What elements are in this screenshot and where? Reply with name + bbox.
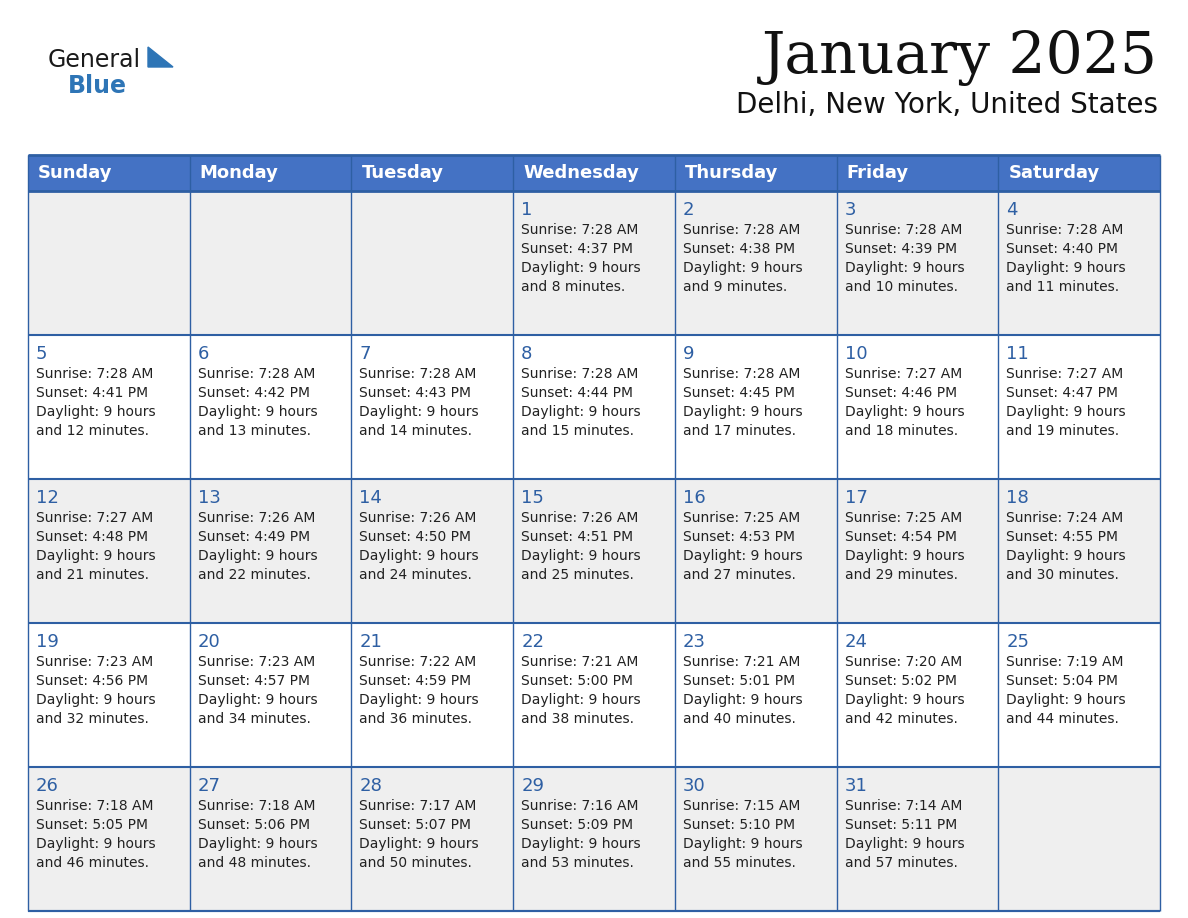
Text: 23: 23 — [683, 633, 706, 651]
Text: Sunrise: 7:20 AM
Sunset: 5:02 PM
Daylight: 9 hours
and 42 minutes.: Sunrise: 7:20 AM Sunset: 5:02 PM Dayligh… — [845, 655, 965, 726]
Text: Sunrise: 7:27 AM
Sunset: 4:48 PM
Daylight: 9 hours
and 21 minutes.: Sunrise: 7:27 AM Sunset: 4:48 PM Dayligh… — [36, 511, 156, 582]
Text: Sunrise: 7:25 AM
Sunset: 4:54 PM
Daylight: 9 hours
and 29 minutes.: Sunrise: 7:25 AM Sunset: 4:54 PM Dayligh… — [845, 511, 965, 582]
Text: 28: 28 — [360, 777, 383, 795]
Text: 30: 30 — [683, 777, 706, 795]
Text: Sunrise: 7:28 AM
Sunset: 4:43 PM
Daylight: 9 hours
and 14 minutes.: Sunrise: 7:28 AM Sunset: 4:43 PM Dayligh… — [360, 367, 479, 438]
Text: Sunrise: 7:24 AM
Sunset: 4:55 PM
Daylight: 9 hours
and 30 minutes.: Sunrise: 7:24 AM Sunset: 4:55 PM Dayligh… — [1006, 511, 1126, 582]
Text: Sunrise: 7:16 AM
Sunset: 5:09 PM
Daylight: 9 hours
and 53 minutes.: Sunrise: 7:16 AM Sunset: 5:09 PM Dayligh… — [522, 799, 640, 870]
Text: 15: 15 — [522, 489, 544, 507]
Text: 19: 19 — [36, 633, 59, 651]
Text: 25: 25 — [1006, 633, 1029, 651]
Bar — [29, 191, 1159, 335]
Text: Sunrise: 7:17 AM
Sunset: 5:07 PM
Daylight: 9 hours
and 50 minutes.: Sunrise: 7:17 AM Sunset: 5:07 PM Dayligh… — [360, 799, 479, 870]
Text: Sunrise: 7:19 AM
Sunset: 5:04 PM
Daylight: 9 hours
and 44 minutes.: Sunrise: 7:19 AM Sunset: 5:04 PM Dayligh… — [1006, 655, 1126, 726]
Text: Blue: Blue — [68, 74, 127, 98]
Text: Sunrise: 7:23 AM
Sunset: 4:56 PM
Daylight: 9 hours
and 32 minutes.: Sunrise: 7:23 AM Sunset: 4:56 PM Dayligh… — [36, 655, 156, 726]
Text: Thursday: Thursday — [684, 164, 778, 182]
Text: Sunrise: 7:28 AM
Sunset: 4:38 PM
Daylight: 9 hours
and 9 minutes.: Sunrise: 7:28 AM Sunset: 4:38 PM Dayligh… — [683, 223, 802, 294]
Text: Sunrise: 7:28 AM
Sunset: 4:44 PM
Daylight: 9 hours
and 15 minutes.: Sunrise: 7:28 AM Sunset: 4:44 PM Dayligh… — [522, 367, 640, 438]
Text: 4: 4 — [1006, 201, 1018, 219]
Text: Sunrise: 7:28 AM
Sunset: 4:42 PM
Daylight: 9 hours
and 13 minutes.: Sunrise: 7:28 AM Sunset: 4:42 PM Dayligh… — [197, 367, 317, 438]
Text: 3: 3 — [845, 201, 857, 219]
Text: Tuesday: Tuesday — [361, 164, 443, 182]
Text: 14: 14 — [360, 489, 383, 507]
Text: 9: 9 — [683, 345, 694, 363]
Text: Sunrise: 7:14 AM
Sunset: 5:11 PM
Daylight: 9 hours
and 57 minutes.: Sunrise: 7:14 AM Sunset: 5:11 PM Dayligh… — [845, 799, 965, 870]
Text: Sunrise: 7:21 AM
Sunset: 5:01 PM
Daylight: 9 hours
and 40 minutes.: Sunrise: 7:21 AM Sunset: 5:01 PM Dayligh… — [683, 655, 802, 726]
Text: 10: 10 — [845, 345, 867, 363]
Text: Sunrise: 7:28 AM
Sunset: 4:41 PM
Daylight: 9 hours
and 12 minutes.: Sunrise: 7:28 AM Sunset: 4:41 PM Dayligh… — [36, 367, 156, 438]
Bar — [29, 479, 1159, 623]
Text: Sunrise: 7:26 AM
Sunset: 4:49 PM
Daylight: 9 hours
and 22 minutes.: Sunrise: 7:26 AM Sunset: 4:49 PM Dayligh… — [197, 511, 317, 582]
Text: Sunrise: 7:26 AM
Sunset: 4:50 PM
Daylight: 9 hours
and 24 minutes.: Sunrise: 7:26 AM Sunset: 4:50 PM Dayligh… — [360, 511, 479, 582]
Text: General: General — [48, 48, 141, 72]
Text: Sunday: Sunday — [38, 164, 113, 182]
Text: Delhi, New York, United States: Delhi, New York, United States — [737, 91, 1158, 119]
Text: 11: 11 — [1006, 345, 1029, 363]
Text: 29: 29 — [522, 777, 544, 795]
Text: 1: 1 — [522, 201, 532, 219]
Text: 8: 8 — [522, 345, 532, 363]
Text: 6: 6 — [197, 345, 209, 363]
Text: Sunrise: 7:28 AM
Sunset: 4:45 PM
Daylight: 9 hours
and 17 minutes.: Sunrise: 7:28 AM Sunset: 4:45 PM Dayligh… — [683, 367, 802, 438]
Text: 18: 18 — [1006, 489, 1029, 507]
Text: Sunrise: 7:26 AM
Sunset: 4:51 PM
Daylight: 9 hours
and 25 minutes.: Sunrise: 7:26 AM Sunset: 4:51 PM Dayligh… — [522, 511, 640, 582]
Text: 12: 12 — [36, 489, 59, 507]
Text: 5: 5 — [36, 345, 48, 363]
Text: Sunrise: 7:21 AM
Sunset: 5:00 PM
Daylight: 9 hours
and 38 minutes.: Sunrise: 7:21 AM Sunset: 5:00 PM Dayligh… — [522, 655, 640, 726]
Text: Sunrise: 7:18 AM
Sunset: 5:05 PM
Daylight: 9 hours
and 46 minutes.: Sunrise: 7:18 AM Sunset: 5:05 PM Dayligh… — [36, 799, 156, 870]
Text: Sunrise: 7:22 AM
Sunset: 4:59 PM
Daylight: 9 hours
and 36 minutes.: Sunrise: 7:22 AM Sunset: 4:59 PM Dayligh… — [360, 655, 479, 726]
Text: 21: 21 — [360, 633, 383, 651]
Text: 2: 2 — [683, 201, 694, 219]
Text: Sunrise: 7:28 AM
Sunset: 4:39 PM
Daylight: 9 hours
and 10 minutes.: Sunrise: 7:28 AM Sunset: 4:39 PM Dayligh… — [845, 223, 965, 294]
Text: January 2025: January 2025 — [762, 30, 1158, 86]
Text: Monday: Monday — [200, 164, 279, 182]
Polygon shape — [148, 47, 173, 67]
Text: Sunrise: 7:27 AM
Sunset: 4:47 PM
Daylight: 9 hours
and 19 minutes.: Sunrise: 7:27 AM Sunset: 4:47 PM Dayligh… — [1006, 367, 1126, 438]
Text: Friday: Friday — [847, 164, 909, 182]
Text: Sunrise: 7:27 AM
Sunset: 4:46 PM
Daylight: 9 hours
and 18 minutes.: Sunrise: 7:27 AM Sunset: 4:46 PM Dayligh… — [845, 367, 965, 438]
Text: 26: 26 — [36, 777, 59, 795]
Text: Sunrise: 7:28 AM
Sunset: 4:40 PM
Daylight: 9 hours
and 11 minutes.: Sunrise: 7:28 AM Sunset: 4:40 PM Dayligh… — [1006, 223, 1126, 294]
Text: Sunrise: 7:15 AM
Sunset: 5:10 PM
Daylight: 9 hours
and 55 minutes.: Sunrise: 7:15 AM Sunset: 5:10 PM Dayligh… — [683, 799, 802, 870]
Text: 17: 17 — [845, 489, 867, 507]
Text: 24: 24 — [845, 633, 867, 651]
Text: 31: 31 — [845, 777, 867, 795]
Text: 27: 27 — [197, 777, 221, 795]
Text: Sunrise: 7:23 AM
Sunset: 4:57 PM
Daylight: 9 hours
and 34 minutes.: Sunrise: 7:23 AM Sunset: 4:57 PM Dayligh… — [197, 655, 317, 726]
Bar — [29, 335, 1159, 479]
Bar — [29, 623, 1159, 767]
Text: Sunrise: 7:25 AM
Sunset: 4:53 PM
Daylight: 9 hours
and 27 minutes.: Sunrise: 7:25 AM Sunset: 4:53 PM Dayligh… — [683, 511, 802, 582]
Bar — [29, 155, 1159, 191]
Bar — [29, 767, 1159, 911]
Text: 16: 16 — [683, 489, 706, 507]
Text: 20: 20 — [197, 633, 221, 651]
Text: 13: 13 — [197, 489, 221, 507]
Text: Sunrise: 7:28 AM
Sunset: 4:37 PM
Daylight: 9 hours
and 8 minutes.: Sunrise: 7:28 AM Sunset: 4:37 PM Dayligh… — [522, 223, 640, 294]
Text: Wednesday: Wednesday — [523, 164, 639, 182]
Text: 22: 22 — [522, 633, 544, 651]
Text: Saturday: Saturday — [1009, 164, 1100, 182]
Text: 7: 7 — [360, 345, 371, 363]
Text: Sunrise: 7:18 AM
Sunset: 5:06 PM
Daylight: 9 hours
and 48 minutes.: Sunrise: 7:18 AM Sunset: 5:06 PM Dayligh… — [197, 799, 317, 870]
